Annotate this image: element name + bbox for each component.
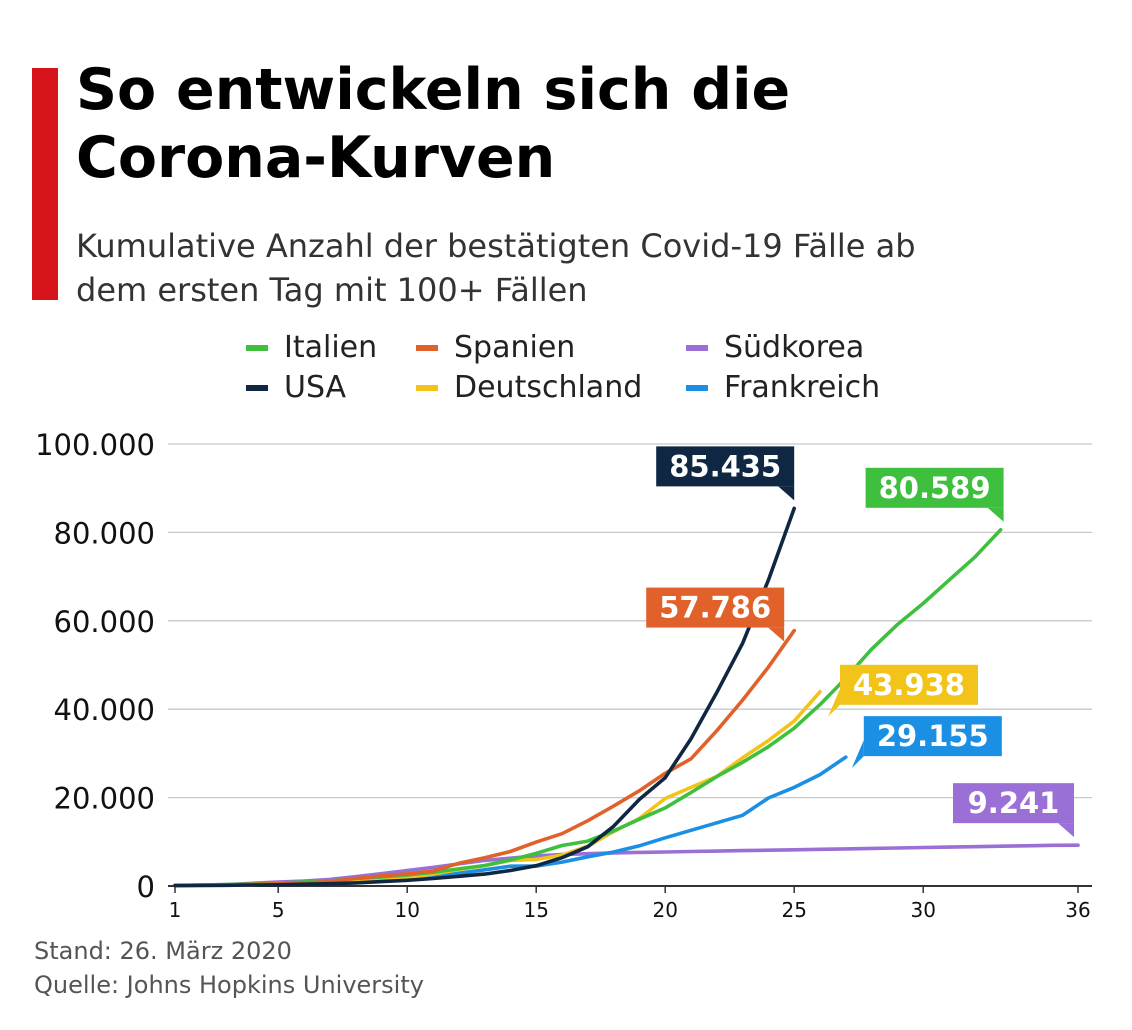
callout-value-usa: 85.435 [669, 449, 781, 483]
callout-pointer-italien [987, 507, 1004, 522]
legend-label-usa: USA [284, 370, 347, 405]
callout-box-frankreich [863, 716, 1002, 757]
x-tick-label-30: 30 [910, 898, 935, 920]
y-tick-label-20000: 20.000 [54, 782, 155, 816]
chart-subtitle-line-1: Kumulative Anzahl der bestätigten Covid-… [76, 227, 916, 265]
series-line-usa [173, 506, 796, 888]
y-tick-label-0: 0 [137, 870, 155, 904]
series-line-spanien [173, 628, 796, 888]
legend-item-sudkorea: Südkorea [686, 330, 864, 365]
series-line-sudkorea [173, 843, 1080, 888]
callout-box-italien [865, 467, 1004, 508]
y-tick-label-80000: 80.000 [54, 516, 155, 550]
legend-swatch-frankreich [686, 384, 708, 391]
chart-subtitle-line-2: dem ersten Tag mit 100+ Fällen [76, 271, 588, 309]
series-line-italien [173, 528, 1003, 888]
callout-pointer-sudkorea [1058, 823, 1074, 838]
callout-box-deutschland [840, 664, 978, 705]
y-tick-label-40000: 40.000 [54, 693, 155, 727]
callout-value-italien: 80.589 [879, 471, 991, 505]
chart-legend: Italien Spanien Südkorea USA Deutschland Fran… [246, 330, 946, 410]
callout-frankreich: 29.155 [851, 716, 1002, 769]
legend-item-spanien: Spanien [416, 330, 575, 365]
x-axis: 1 5 10 15 20 25 30 36 [169, 886, 1091, 920]
callout-pointer-spanien [768, 627, 785, 642]
callout-box-spanien [646, 587, 785, 628]
x-tick-label-36: 36 [1065, 898, 1090, 920]
callout-pointer-deutschland [828, 688, 840, 717]
callout-deutschland: 43.938 [828, 664, 978, 717]
callout-pointer-usa [778, 486, 795, 501]
series-line-frankreich [173, 755, 848, 888]
x-tick-label-15: 15 [523, 898, 548, 920]
callout-spanien: 57.786 [646, 587, 785, 642]
chart-footer: Stand: 26. März 2020 Quelle: Johns Hopki… [34, 934, 424, 1002]
legend-item-usa: USA [246, 370, 346, 405]
callout-value-deutschland: 43.938 [853, 668, 965, 702]
legend-label-deutschland: Deutschland [454, 370, 643, 405]
legend-label-frankreich: Frankreich [724, 370, 881, 405]
x-tick-label-10: 10 [394, 898, 419, 920]
callout-italien: 80.589 [865, 467, 1004, 522]
legend-label-spanien: Spanien [454, 330, 576, 365]
y-axis: 0 20.000 40.000 60.000 80.000 100.000 [35, 428, 155, 904]
gridlines [168, 443, 1092, 799]
callout-value-spanien: 57.786 [659, 591, 771, 625]
legend-item-italien: Italien [246, 330, 377, 365]
chart-title-line-2: Corona-Kurven [76, 125, 556, 191]
y-tick-label-60000: 60.000 [54, 605, 155, 639]
chart-title-line-1: So entwickeln sich die [76, 57, 791, 123]
callout-pointer-frankreich [851, 740, 864, 769]
legend-swatch-usa [246, 384, 268, 391]
legend-swatch-deutschland [416, 384, 438, 391]
footer-quelle: Quelle: Johns Hopkins University [34, 971, 424, 999]
legend-label-sudkorea: Südkorea [724, 330, 865, 365]
legend-swatch-spanien [416, 344, 438, 351]
title-accent-bar [32, 68, 58, 300]
x-tick-label-1: 1 [169, 898, 182, 920]
chart-title: So entwickeln sich die Corona-Kurven [76, 56, 1106, 192]
legend-swatch-italien [246, 344, 268, 351]
x-tick-label-25: 25 [781, 898, 806, 920]
callout-box-usa [656, 446, 795, 487]
callout-sudkorea: 9.241 [953, 783, 1074, 838]
callout-box-sudkorea [953, 783, 1074, 824]
footer-stand: Stand: 26. März 2020 [34, 937, 292, 965]
x-tick-label-20: 20 [652, 898, 677, 920]
legend-item-deutschland: Deutschland [416, 370, 642, 405]
y-tick-label-100000: 100.000 [35, 428, 155, 462]
chart-subtitle: Kumulative Anzahl der bestätigten Covid-… [76, 224, 1106, 312]
legend-swatch-sudkorea [686, 344, 708, 351]
callout-value-sudkorea: 9.241 [968, 786, 1060, 820]
legend-label-italien: Italien [284, 330, 378, 365]
callout-value-frankreich: 29.155 [877, 719, 989, 753]
legend-item-frankreich: Frankreich [686, 370, 880, 405]
x-tick-label-5: 5 [272, 898, 285, 920]
callout-usa: 85.435 [656, 446, 795, 501]
